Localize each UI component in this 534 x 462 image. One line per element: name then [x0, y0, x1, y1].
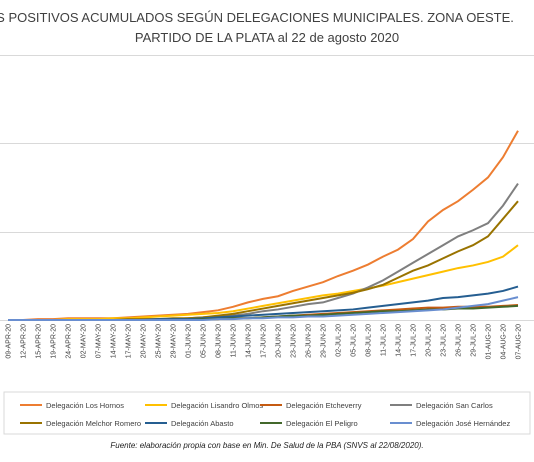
x-tick-label: 29-MAY-20: [171, 324, 178, 358]
legend-box: [3, 391, 531, 435]
legend-label: Delegación Etcheverry: [286, 401, 362, 410]
x-tick-label: 23-JUN-20: [291, 324, 298, 358]
x-tick-label: 14-JUN-20: [246, 324, 253, 358]
x-tick-label: 01-JUN-20: [186, 324, 193, 358]
x-tick-label: 29-JUL-20: [471, 324, 478, 357]
x-tick-label: 14-JUL-20: [396, 324, 403, 357]
legend-label: Delegación El Peligro: [286, 419, 358, 428]
chart-subtitle: PARTIDO DE LA PLATA al 22 de agosto 2020: [135, 30, 399, 45]
x-tick-label: 14-MAY-20: [111, 324, 118, 358]
x-tick-label: 29-JUN-20: [321, 324, 328, 358]
legend-label: Delegación Melchor Romero: [46, 419, 141, 428]
x-tick-label: 15-APR-20: [36, 324, 43, 359]
x-tick-label: 11-JUL-20: [381, 324, 388, 356]
series-line: [8, 296, 519, 321]
x-tick-label: 23-JUL-20: [441, 324, 448, 357]
x-tick-label: 17-JUN-20: [261, 324, 268, 358]
x-tick-label: 20-MAY-20: [141, 324, 148, 358]
legend-label: Delegación San Carlos: [416, 401, 493, 410]
x-tick-label: 04-AUG-20: [501, 324, 508, 360]
source: Fuente: elaboración propia con base en M…: [110, 441, 423, 450]
x-tick-label: 17-JUL-20: [411, 324, 418, 357]
x-tick-label: 20-JUN-20: [276, 324, 283, 358]
legend-label: Delegación Los Hornos: [46, 401, 124, 410]
x-tick-label: 25-MAY-20: [156, 324, 163, 358]
x-tick-label: 17-MAY-20: [126, 324, 133, 358]
x-tick-label: 01-AUG-20: [486, 324, 493, 360]
x-tick-label: 08-JUL-20: [366, 324, 373, 357]
x-tick-label: 05-JUL-20: [351, 324, 358, 357]
x-tick-label: 20-JUL-20: [426, 324, 433, 357]
series-line: [8, 200, 519, 321]
x-tick-label: 24-APR-20: [66, 324, 73, 359]
x-tick-label: 07-AUG-20: [516, 324, 523, 360]
x-tick-label: 08-JUN-20: [216, 324, 223, 358]
series-line: [8, 285, 519, 321]
x-tick-label: 11-JUN-20: [231, 324, 238, 357]
x-tick-label: 12-APR-20: [21, 324, 28, 359]
legend-label: Delegación José Hernández: [416, 419, 510, 428]
x-tick-label: 26-JUL-20: [456, 324, 463, 357]
x-tick-label: 26-JUN-20: [306, 324, 313, 358]
series-line: [8, 130, 519, 321]
x-tick-label: 07-MAY-20: [96, 324, 103, 358]
chart-title: VOLUCIÓN DE CASOS POSITIVOS ACUMULADOS S…: [0, 10, 514, 25]
legend-label: Delegación Abasto: [171, 419, 234, 428]
x-tick-label: 19-APR-20: [51, 324, 58, 359]
x-tick-label: 05-JUN-20: [201, 324, 208, 358]
x-tick-label: 09-APR-20: [6, 324, 13, 359]
grid: [0, 55, 534, 321]
legend-label: Delegación Lisandro Olmos: [171, 401, 263, 410]
x-tick-label: 02-MAY-20: [81, 324, 88, 358]
x-tick-label: 02-JUL-20: [336, 324, 343, 357]
